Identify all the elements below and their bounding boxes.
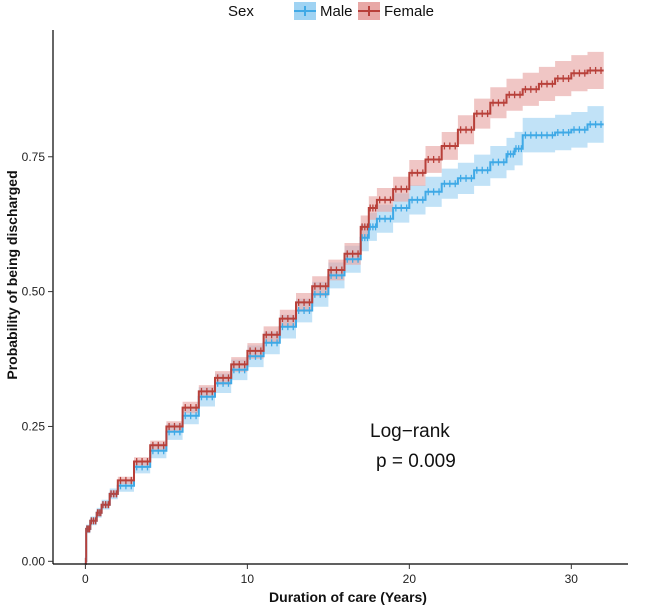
- legend-title: Sex: [228, 3, 254, 20]
- x-axis-title: Duration of care (Years): [269, 589, 427, 605]
- y-tick-label: 0.25: [22, 419, 46, 433]
- legend-label-female: Female: [384, 3, 434, 20]
- curve-male: [85, 123, 604, 563]
- annotation-test-name: Log−rank: [370, 421, 450, 442]
- legend-key-female: [358, 2, 380, 20]
- x-tick-label: 10: [241, 572, 255, 586]
- x-tick-label: 30: [565, 572, 579, 586]
- x-axis-ticks: 0 10 20 30: [82, 564, 578, 586]
- y-tick-label: 0.50: [22, 285, 46, 299]
- confidence-band-male: [85, 106, 604, 562]
- y-tick-label: 0.75: [22, 150, 46, 164]
- legend: Sex Male Female: [228, 2, 434, 20]
- axes: [52, 30, 628, 565]
- annotation-p-value: p = 0.009: [376, 451, 456, 472]
- confidence-bands: [85, 51, 604, 562]
- y-axis-ticks: 0.00 0.25 0.50 0.75: [22, 150, 53, 568]
- y-axis-title: Probability of being discharged: [4, 170, 20, 379]
- legend-key-male: [294, 2, 316, 20]
- censor-marks: [84, 66, 602, 565]
- y-tick-label: 0.00: [22, 554, 46, 568]
- x-tick-label: 0: [82, 572, 89, 586]
- x-tick-label: 20: [403, 572, 417, 586]
- legend-label-male: Male: [320, 3, 353, 20]
